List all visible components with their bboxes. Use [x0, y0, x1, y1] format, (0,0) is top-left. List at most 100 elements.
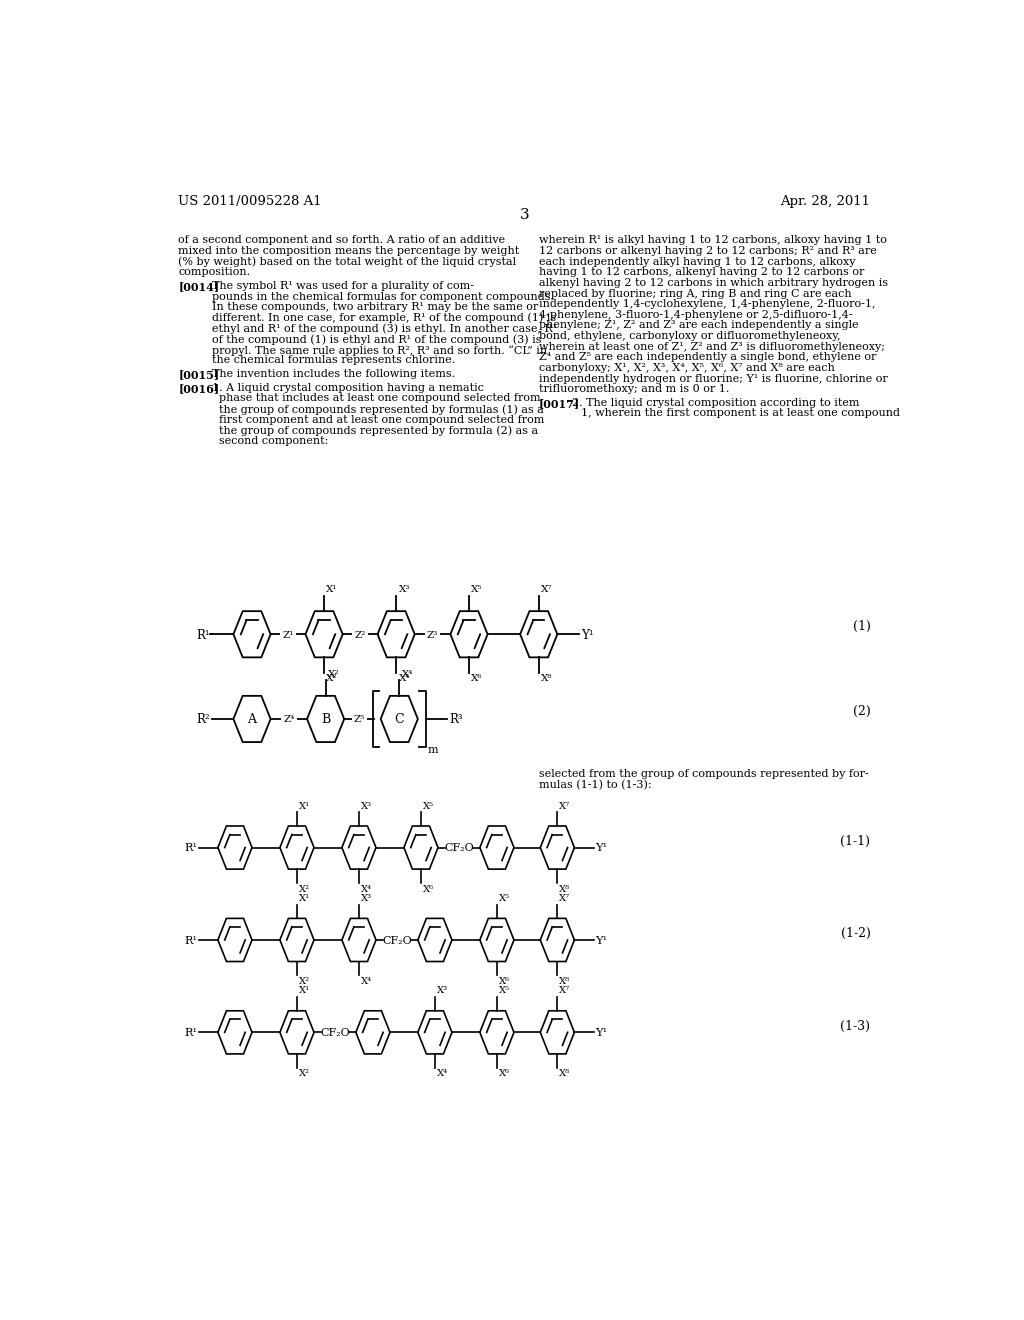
Text: alkenyl having 2 to 12 carbons in which arbitrary hydrogen is: alkenyl having 2 to 12 carbons in which … [539, 279, 888, 288]
Text: X⁷: X⁷ [541, 585, 553, 594]
Text: m: m [427, 744, 438, 755]
Text: X¹: X¹ [299, 986, 309, 995]
Text: Apr. 28, 2011: Apr. 28, 2011 [780, 195, 870, 209]
Text: 12 carbons or alkenyl having 2 to 12 carbons; R² and R³ are: 12 carbons or alkenyl having 2 to 12 car… [539, 246, 877, 256]
Text: independently hydrogen or fluorine; Y¹ is fluorine, chlorine or: independently hydrogen or fluorine; Y¹ i… [539, 374, 888, 384]
Text: X³: X³ [398, 585, 410, 594]
Text: X¹: X¹ [299, 801, 309, 810]
Text: Y¹: Y¹ [595, 1028, 607, 1038]
Text: 3: 3 [520, 209, 529, 223]
Text: X²: X² [299, 884, 309, 894]
Text: X⁶: X⁶ [499, 1069, 510, 1078]
Text: The invention includes the following items.: The invention includes the following ite… [212, 370, 455, 379]
Text: X²: X² [327, 675, 338, 684]
Text: (2): (2) [853, 705, 870, 718]
Text: CF₂O: CF₂O [444, 843, 474, 853]
Text: US 2011/0095228 A1: US 2011/0095228 A1 [178, 195, 322, 209]
Text: R¹: R¹ [184, 843, 197, 853]
Text: [0017]: [0017] [539, 397, 580, 409]
Text: X⁴: X⁴ [401, 671, 413, 678]
Text: R³: R³ [449, 713, 463, 726]
Text: mixed into the composition means the percentage by weight: mixed into the composition means the per… [178, 246, 519, 256]
Text: X³: X³ [436, 986, 447, 995]
Text: X²: X² [299, 977, 309, 986]
Text: the group of compounds represented by formulas (1) as a: the group of compounds represented by fo… [219, 404, 545, 414]
Text: phenylene; Z¹, Z² and Z³ are each independently a single: phenylene; Z¹, Z² and Z³ are each indepe… [539, 321, 858, 330]
Text: X⁴: X⁴ [360, 977, 372, 986]
Text: Z⁴: Z⁴ [283, 715, 295, 725]
Text: 1. A liquid crystal composition having a nematic: 1. A liquid crystal composition having a… [212, 383, 483, 393]
Text: X⁵: X⁵ [499, 894, 510, 903]
Text: X⁵: X⁵ [423, 801, 433, 810]
Text: different. In one case, for example, R¹ of the compound (1) is: different. In one case, for example, R¹ … [212, 313, 556, 323]
Text: [0016]: [0016] [178, 383, 219, 393]
Text: R¹: R¹ [184, 1028, 197, 1038]
Text: X⁶: X⁶ [423, 884, 433, 894]
Text: C: C [394, 713, 404, 726]
Text: ethyl and R¹ of the compound (3) is ethyl. In another case, R¹: ethyl and R¹ of the compound (3) is ethy… [212, 323, 557, 334]
Text: Y¹: Y¹ [595, 936, 607, 945]
Text: X⁶: X⁶ [471, 675, 483, 684]
Text: propyl. The same rule applies to R², R³ and so forth. “CL” in: propyl. The same rule applies to R², R³ … [212, 345, 547, 355]
Text: 4-phenylene, 3-fluoro-1,4-phenylene or 2,5-difluoro-1,4-: 4-phenylene, 3-fluoro-1,4-phenylene or 2… [539, 310, 852, 319]
Text: of a second component and so forth. A ratio of an additive: of a second component and so forth. A ra… [178, 235, 506, 246]
Text: bond, ethylene, carbonyloxy or difluoromethyleneoxy,: bond, ethylene, carbonyloxy or difluorom… [539, 331, 841, 341]
Text: independently 1,4-cyclohexylene, 1,4-phenylene, 2-fluoro-1,: independently 1,4-cyclohexylene, 1,4-phe… [539, 300, 876, 309]
Text: X³: X³ [360, 894, 372, 903]
Text: X⁸: X⁸ [541, 675, 553, 684]
Text: X¹: X¹ [327, 585, 338, 594]
Text: X³: X³ [360, 801, 372, 810]
Text: X⁴: X⁴ [436, 1069, 447, 1078]
Text: R¹: R¹ [197, 628, 210, 642]
Text: (% by weight) based on the total weight of the liquid crystal: (% by weight) based on the total weight … [178, 256, 516, 267]
Text: X⁷: X⁷ [559, 801, 570, 810]
Text: (1-2): (1-2) [841, 927, 870, 940]
Text: The symbol R¹ was used for a plurality of com-: The symbol R¹ was used for a plurality o… [212, 281, 474, 290]
Text: (1-3): (1-3) [841, 1019, 870, 1032]
Text: having 1 to 12 carbons, alkenyl having 2 to 12 carbons or: having 1 to 12 carbons, alkenyl having 2… [539, 267, 864, 277]
Text: X¹: X¹ [299, 894, 309, 903]
Text: R²: R² [197, 713, 210, 726]
Text: X⁴: X⁴ [398, 675, 410, 684]
Text: Z⁴ and Z⁵ are each independently a single bond, ethylene or: Z⁴ and Z⁵ are each independently a singl… [539, 352, 877, 362]
Text: X⁷: X⁷ [559, 894, 570, 903]
Text: of the compound (1) is ethyl and R¹ of the compound (3) is: of the compound (1) is ethyl and R¹ of t… [212, 334, 542, 345]
Text: X²: X² [328, 671, 339, 678]
Text: In these compounds, two arbitrary R¹ may be the same or: In these compounds, two arbitrary R¹ may… [212, 302, 538, 313]
Text: the group of compounds represented by formula (2) as a: the group of compounds represented by fo… [219, 425, 539, 436]
Text: 1, wherein the first component is at least one compound: 1, wherein the first component is at lea… [582, 408, 900, 418]
Text: second component:: second component: [219, 436, 329, 446]
Text: CF₂O: CF₂O [321, 1028, 350, 1038]
Text: 2. The liquid crystal composition according to item: 2. The liquid crystal composition accord… [572, 397, 859, 408]
Text: phase that includes at least one compound selected from: phase that includes at least one compoun… [219, 393, 541, 404]
Text: Y¹: Y¹ [581, 628, 593, 642]
Text: A: A [248, 713, 256, 726]
Text: Z²: Z² [354, 631, 366, 639]
Text: wherein at least one of Z¹, Z² and Z³ is difluoromethyleneoxy;: wherein at least one of Z¹, Z² and Z³ is… [539, 342, 885, 351]
Text: X⁵: X⁵ [499, 986, 510, 995]
Text: carbonyloxy; X¹, X², X³, X⁴, X⁵, X⁶, X⁷ and X⁸ are each: carbonyloxy; X¹, X², X³, X⁴, X⁵, X⁶, X⁷ … [539, 363, 835, 374]
Text: wherein R¹ is alkyl having 1 to 12 carbons, alkoxy having 1 to: wherein R¹ is alkyl having 1 to 12 carbo… [539, 235, 887, 246]
Text: X⁸: X⁸ [559, 1069, 570, 1078]
Text: replaced by fluorine; ring A, ring B and ring C are each: replaced by fluorine; ring A, ring B and… [539, 289, 851, 298]
Text: X²: X² [299, 1069, 309, 1078]
Text: Z³: Z³ [427, 631, 438, 639]
Text: selected from the group of compounds represented by for-: selected from the group of compounds rep… [539, 770, 868, 779]
Text: X⁴: X⁴ [360, 884, 372, 894]
Text: X⁸: X⁸ [559, 884, 570, 894]
Text: Z⁵: Z⁵ [353, 715, 365, 725]
Text: first component and at least one compound selected from: first component and at least one compoun… [219, 414, 545, 425]
Text: trifluoromethoxy; and m is 0 or 1.: trifluoromethoxy; and m is 0 or 1. [539, 384, 729, 395]
Text: B: B [321, 713, 331, 726]
Text: X⁷: X⁷ [559, 986, 570, 995]
Text: X⁶: X⁶ [499, 977, 510, 986]
Text: Z¹: Z¹ [283, 631, 294, 639]
Text: R¹: R¹ [184, 936, 197, 945]
Text: composition.: composition. [178, 267, 251, 277]
Text: X⁵: X⁵ [471, 585, 483, 594]
Text: each independently alkyl having 1 to 12 carbons, alkoxy: each independently alkyl having 1 to 12 … [539, 256, 855, 267]
Text: pounds in the chemical formulas for component compounds.: pounds in the chemical formulas for comp… [212, 292, 554, 301]
Text: the chemical formulas represents chlorine.: the chemical formulas represents chlorin… [212, 355, 455, 366]
Text: (1-1): (1-1) [841, 834, 870, 847]
Text: [0014]: [0014] [178, 281, 219, 292]
